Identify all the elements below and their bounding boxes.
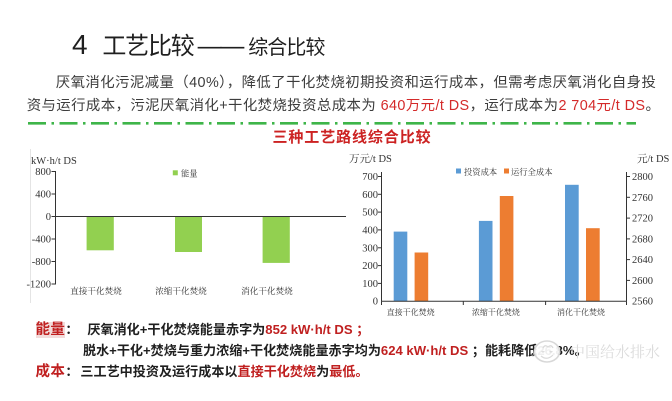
svg-text:400: 400	[362, 225, 378, 236]
svg-text:直接干化焚烧: 直接干化焚烧	[70, 285, 122, 296]
svg-text:直接干化焚烧: 直接干化焚烧	[387, 307, 435, 317]
svg-text:700: 700	[362, 172, 378, 183]
svg-text:运行全成本: 运行全成本	[511, 167, 553, 177]
svg-text:元/t DS: 元/t DS	[637, 153, 670, 165]
svg-text:投资成本: 投资成本	[464, 167, 497, 177]
svg-text:浓缩干化焚烧: 浓缩干化焚烧	[472, 307, 520, 317]
svg-text:-400: -400	[32, 235, 51, 246]
svg-text:300: 300	[362, 243, 378, 254]
svg-text:浓缩干化焚烧: 浓缩干化焚烧	[155, 285, 207, 296]
svg-text:2800: 2800	[632, 172, 653, 183]
svg-text:0: 0	[373, 297, 378, 308]
svg-text:-1200: -1200	[27, 280, 52, 291]
svg-text:万元/t DS: 万元/t DS	[349, 153, 392, 165]
svg-text:能量: 能量	[181, 169, 198, 179]
svg-text:2600: 2600	[632, 276, 653, 287]
svg-text:消化干化焚烧: 消化干化焚烧	[557, 307, 605, 317]
svg-text:0: 0	[46, 212, 51, 223]
svg-text:100: 100	[362, 279, 378, 290]
svg-text:500: 500	[362, 208, 378, 219]
svg-text:2640: 2640	[632, 255, 653, 266]
svg-text:消化干化焚烧: 消化干化焚烧	[241, 285, 293, 296]
svg-text:200: 200	[362, 261, 378, 272]
svg-text:2720: 2720	[632, 214, 653, 225]
svg-text:2680: 2680	[632, 234, 653, 245]
svg-text:2560: 2560	[632, 297, 653, 308]
svg-text:800: 800	[35, 167, 51, 178]
svg-text:2760: 2760	[632, 193, 653, 204]
svg-text:400: 400	[35, 190, 51, 201]
svg-text:600: 600	[362, 190, 378, 201]
svg-text:kW·h/t DS: kW·h/t DS	[31, 156, 77, 167]
svg-text:-800: -800	[32, 257, 51, 268]
